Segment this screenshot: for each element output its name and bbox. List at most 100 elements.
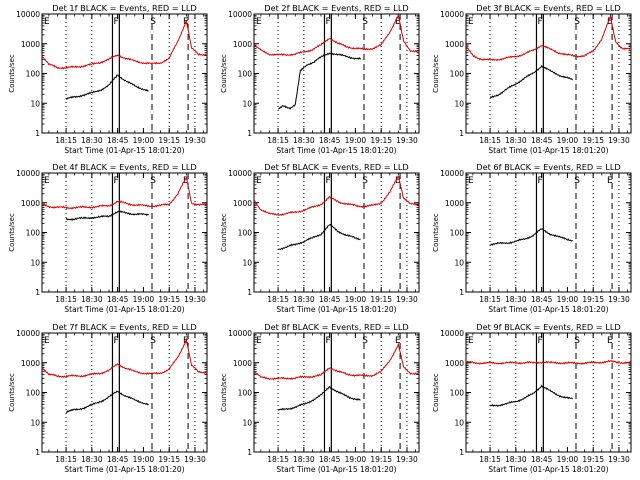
y-tick-label: 10	[30, 418, 40, 427]
y-tick-label: 10000	[440, 10, 464, 19]
marker-letter-flare: F	[537, 176, 542, 186]
panel-title: Det 2f BLACK = Events, RED = LLD	[264, 3, 408, 13]
y-tick-label: 10000	[16, 10, 40, 19]
marker-letter-flare: F	[325, 336, 330, 346]
x-tick-label: 19:30	[396, 295, 418, 304]
marker-letter-saa: S	[150, 17, 156, 27]
y-tick-label: 100	[450, 229, 465, 238]
panel-det-2: Det 2f BLACK = Events, RED = LLD 1 10 100 10…	[220, 3, 420, 155]
x-tick-label: 19:00	[345, 136, 367, 145]
x-axis-label: Start Time (01-Apr-15 18:01:20)	[276, 465, 396, 474]
y-tick-label: 10000	[228, 169, 252, 178]
lld-series-line	[254, 342, 419, 381]
x-tick-label: 19:30	[184, 136, 206, 145]
marker-letter-flare: F	[113, 176, 118, 186]
marker-letter-saa: S	[574, 336, 580, 346]
x-axis-label: Start Time (01-Apr-15 18:01:20)	[276, 305, 396, 314]
x-tick-label: 19:15	[158, 295, 180, 304]
series-group	[489, 228, 573, 246]
x-tick-label: 18:45	[319, 136, 341, 145]
panel-det-4: Det 4f BLACK = Events, RED = LLD 1 10 100 10…	[8, 162, 208, 314]
marker-letter-start: E	[44, 17, 50, 27]
y-tick-label: 1000	[21, 359, 40, 368]
x-tick-label: 18:30	[505, 136, 527, 145]
y-tick-label: 10	[242, 258, 252, 267]
marker-letter-eclipse: E	[395, 176, 401, 186]
events-series-line	[65, 390, 149, 414]
series-group	[466, 14, 631, 99]
y-tick-label: 100	[26, 389, 41, 398]
x-tick-label: 18:15	[55, 455, 77, 464]
x-tick-label: 18:15	[55, 136, 77, 145]
x-tick-label: 19:30	[396, 455, 418, 464]
x-axis-label: Start Time (01-Apr-15 18:01:20)	[64, 465, 184, 474]
marker-letter-start: E	[256, 176, 262, 186]
y-tick-label: 100	[26, 229, 41, 238]
y-tick-label: 10000	[228, 329, 252, 338]
panel-det-1: Det 1f BLACK = Events, RED = LLD 1 10 100 10…	[8, 3, 208, 155]
y-tick-label: 1000	[233, 199, 252, 208]
series-group	[254, 14, 419, 110]
y-axis-label: Counts/sec	[220, 54, 228, 93]
marker-letter-flare: F	[113, 336, 118, 346]
marker-letter-start: E	[44, 176, 50, 186]
x-tick-label: 19:00	[557, 455, 579, 464]
marker-letter-eclipse: E	[607, 17, 613, 27]
y-tick-label: 10000	[16, 169, 40, 178]
x-tick-label: 18:45	[531, 136, 553, 145]
x-tick-label: 18:15	[267, 455, 289, 464]
event-markers	[489, 14, 620, 133]
x-tick-label: 18:30	[505, 455, 527, 464]
x-tick-label: 19:30	[608, 455, 630, 464]
x-tick-label: 19:15	[370, 455, 392, 464]
series-group	[42, 337, 207, 414]
x-tick-label: 19:00	[133, 455, 155, 464]
series-group	[254, 175, 419, 251]
x-tick-label: 18:30	[293, 136, 315, 145]
x-tick-label: 19:15	[582, 136, 604, 145]
y-tick-label: 10	[30, 258, 40, 267]
marker-letter-start: E	[468, 176, 474, 186]
panel-title: Det 4f BLACK = Events, RED = LLD	[52, 162, 196, 172]
marker-letter-start: E	[468, 17, 474, 27]
events-series-line	[277, 223, 361, 251]
lld-series-line	[466, 14, 631, 62]
y-tick-label: 1000	[21, 40, 40, 49]
events-series-line	[277, 385, 361, 411]
y-axis-label: Counts/sec	[220, 213, 228, 252]
x-tick-label: 19:30	[396, 136, 418, 145]
plot-frame	[41, 172, 208, 293]
x-tick-label: 18:30	[81, 455, 103, 464]
marker-letter-saa: S	[362, 176, 368, 186]
marker-letter-saa: S	[574, 176, 580, 186]
lld-series-line	[466, 359, 631, 366]
event-markers	[65, 333, 196, 452]
x-tick-label: 18:45	[319, 295, 341, 304]
x-tick-label: 18:45	[107, 295, 129, 304]
x-tick-label: 19:00	[133, 136, 155, 145]
panel-det-7: Det 7f BLACK = Events, RED = LLD 1 10 100 10…	[8, 322, 208, 474]
panel-title: Det 8f BLACK = Events, RED = LLD	[264, 322, 408, 332]
panel-det-5: Det 5f BLACK = Events, RED = LLD 1 10 100 10…	[220, 162, 420, 314]
y-tick-label: 1	[35, 448, 40, 457]
panel-title: Det 3f BLACK = Events, RED = LLD	[476, 3, 620, 13]
y-tick-label: 10	[242, 99, 252, 108]
y-tick-label: 1000	[445, 199, 464, 208]
marker-letter-eclipse: E	[395, 336, 401, 346]
x-tick-label: 19:30	[608, 295, 630, 304]
lld-series-line	[42, 337, 207, 379]
x-tick-label: 18:15	[479, 455, 501, 464]
y-axis-label: Counts/sec	[432, 54, 440, 93]
marker-letter-saa: S	[574, 17, 580, 27]
x-axis-label: Start Time (01-Apr-15 18:01:20)	[64, 146, 184, 155]
y-tick-label: 10	[30, 99, 40, 108]
x-tick-label: 19:00	[345, 455, 367, 464]
panel-title: Det 7f BLACK = Events, RED = LLD	[52, 322, 196, 332]
y-tick-label: 1	[459, 129, 464, 138]
y-tick-label: 10000	[440, 329, 464, 338]
x-tick-label: 19:00	[557, 295, 579, 304]
x-tick-label: 19:15	[370, 136, 392, 145]
event-markers	[65, 173, 196, 292]
x-tick-label: 18:45	[531, 295, 553, 304]
